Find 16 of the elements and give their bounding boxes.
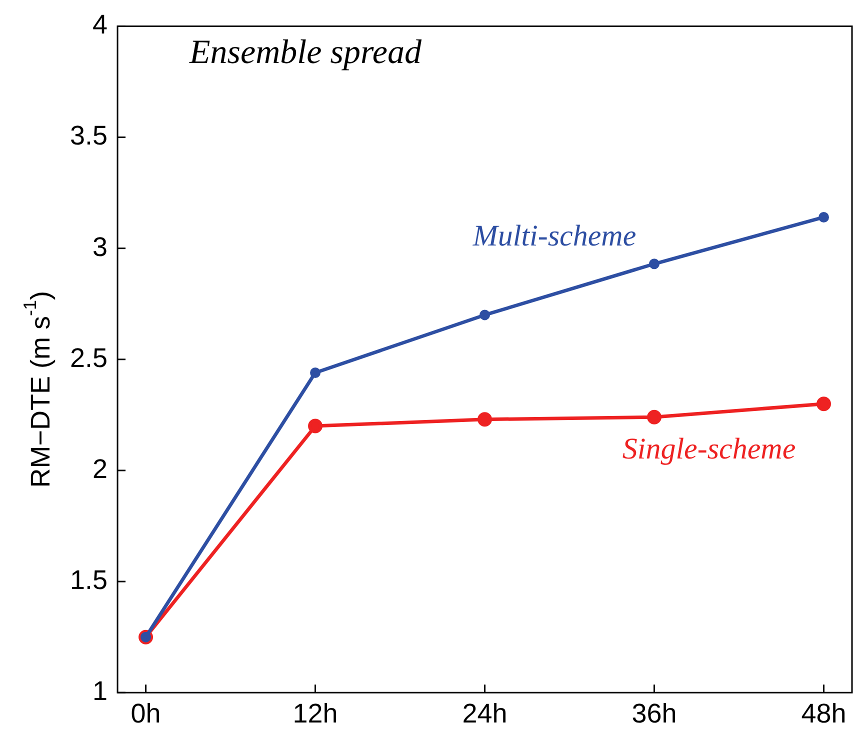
y-tick-label: 1.5 <box>70 564 108 595</box>
x-tick-label: 36h <box>632 698 677 728</box>
y-axis-title: RM−DTE (m s-1) <box>20 291 56 488</box>
y-tick-label: 3.5 <box>70 120 108 151</box>
y-tick-label: 1 <box>92 676 108 706</box>
x-tick-label: 24h <box>462 698 508 728</box>
x-tick-label: 12h <box>292 698 338 728</box>
chart-title: Ensemble spread <box>188 34 423 72</box>
y-tick-label: 2.5 <box>70 342 108 373</box>
x-tick-label: 0h <box>130 698 161 728</box>
series-label: Single-scheme <box>622 432 796 466</box>
y-tick-label: 2 <box>92 454 108 484</box>
x-tick-label: 48h <box>801 698 846 728</box>
y-tick-label: 4 <box>92 10 108 40</box>
series-label: Multi-scheme <box>472 219 636 252</box>
y-tick-label: 3 <box>92 232 108 262</box>
